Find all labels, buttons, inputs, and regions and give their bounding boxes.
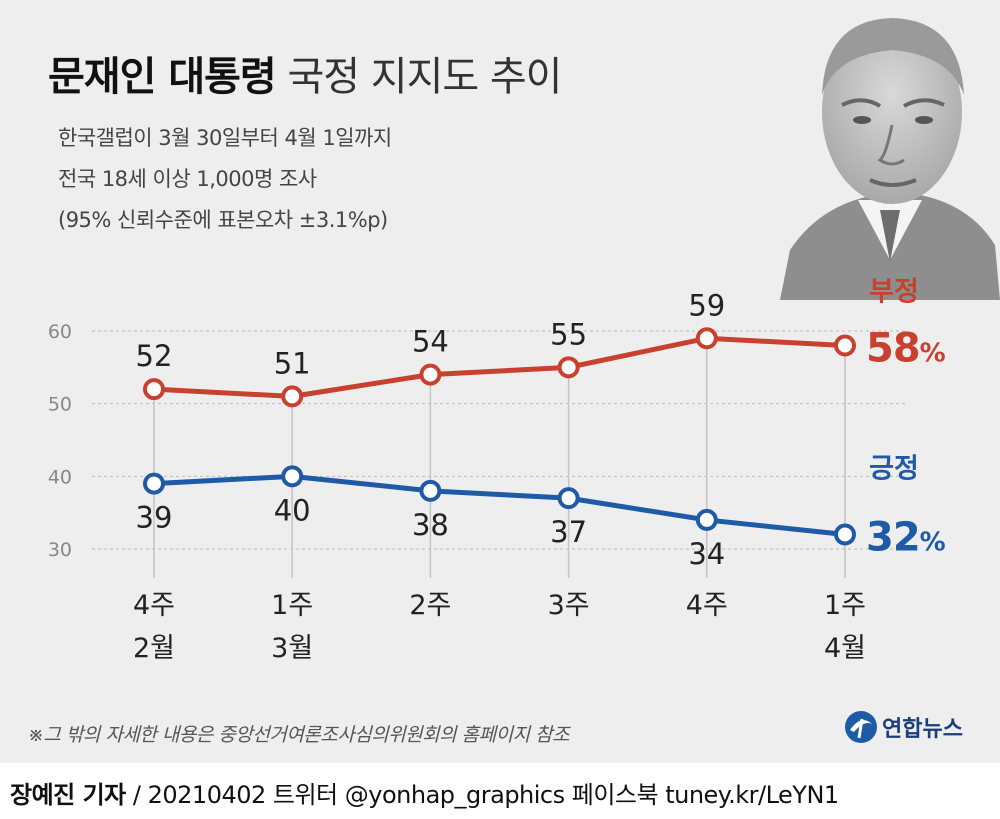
data-label-0-3: 55 — [550, 317, 587, 351]
data-label-1-4: 34 — [688, 537, 725, 571]
xtick-week-5: 1주 — [824, 590, 866, 621]
point-0-5 — [834, 334, 856, 357]
xtick-week-0: 4주 — [133, 590, 175, 621]
byline-author: 장예진 기자 — [10, 781, 126, 809]
point-1-3 — [557, 487, 580, 510]
latest-value-unit-0: % — [920, 339, 946, 369]
point-0-1 — [281, 385, 304, 408]
subtitle-line-2: 전국 18세 이상 1,000명 조사 — [58, 167, 317, 191]
data-label-1-2: 38 — [412, 508, 449, 542]
ytick-label-50: 50 — [48, 394, 72, 416]
point-1-1 — [281, 465, 304, 488]
point-1-5 — [834, 523, 856, 546]
xtick-month-1: 3월 — [271, 633, 313, 664]
point-1-2 — [419, 479, 442, 502]
data-label-1-3: 37 — [550, 515, 587, 549]
point-0-4 — [695, 327, 718, 350]
xtick-month-5: 4월 — [824, 633, 866, 664]
point-0-2 — [419, 363, 442, 386]
xtick-week-1: 1주 — [271, 590, 313, 621]
yonhap-logo-icon — [845, 711, 877, 743]
title-bold: 문재인 대통령 — [48, 54, 277, 100]
data-label-0-0: 52 — [136, 339, 173, 373]
yonhap-logo: 연합뉴스 — [844, 710, 963, 744]
chart-title: 문재인 대통령 국정 지지도 추이 — [48, 44, 562, 102]
xtick-week-4: 4주 — [686, 590, 728, 621]
series-line-0 — [153, 335, 846, 399]
line-chart: 30 40 50 60 4주 2월 1주 3월 2주 3주 4주 1주 4월 52 51 54 55 59 부정… — [48, 277, 947, 664]
point-1-0 — [143, 472, 165, 495]
data-label-0-4: 59 — [688, 288, 725, 322]
point-0-3 — [557, 356, 580, 379]
ytick-label-60: 60 — [48, 321, 72, 343]
data-label-1-1: 40 — [274, 493, 311, 527]
ytick-label-30: 30 — [48, 539, 72, 561]
point-0-0 — [143, 378, 165, 401]
legend-label-1: 긍정 — [869, 453, 919, 484]
data-label-1-0: 39 — [136, 501, 173, 535]
byline: 장예진 기자 / 20210402 트위터 @yonhap_graphics 페… — [10, 775, 839, 810]
xtick-week-3: 3주 — [548, 590, 590, 621]
latest-value-1: 32% — [866, 514, 946, 560]
data-label-0-1: 51 — [274, 346, 311, 380]
title-light: 국정 지지도 추이 — [287, 54, 562, 100]
xtick-month-0: 2월 — [133, 633, 175, 664]
portrait-photo — [780, 18, 1000, 300]
footnote: ※그 밖의 자세한 내용은 중앙선거여론조사심의위원회의 홈페이지 참조 — [28, 724, 570, 746]
latest-value-0: 58% — [866, 326, 946, 372]
subtitle-line-3: (95% 신뢰수준에 표본오차 ±3.1%p) — [58, 208, 388, 232]
subtitle-line-1: 한국갤럽이 3월 30일부터 4월 1일까지 — [58, 126, 392, 150]
logo-text: 연합뉴스 — [882, 717, 963, 742]
xtick-week-2: 2주 — [409, 590, 451, 621]
byline-details: / 20210402 트위터 @yonhap_graphics 페이스북 tun… — [125, 781, 839, 809]
data-label-0-2: 54 — [412, 325, 449, 359]
latest-value-unit-1: % — [920, 527, 946, 557]
legend-label-0: 부정 — [869, 277, 919, 308]
ytick-label-40: 40 — [48, 466, 72, 488]
point-1-4 — [695, 508, 718, 531]
series-line-1 — [153, 473, 846, 537]
